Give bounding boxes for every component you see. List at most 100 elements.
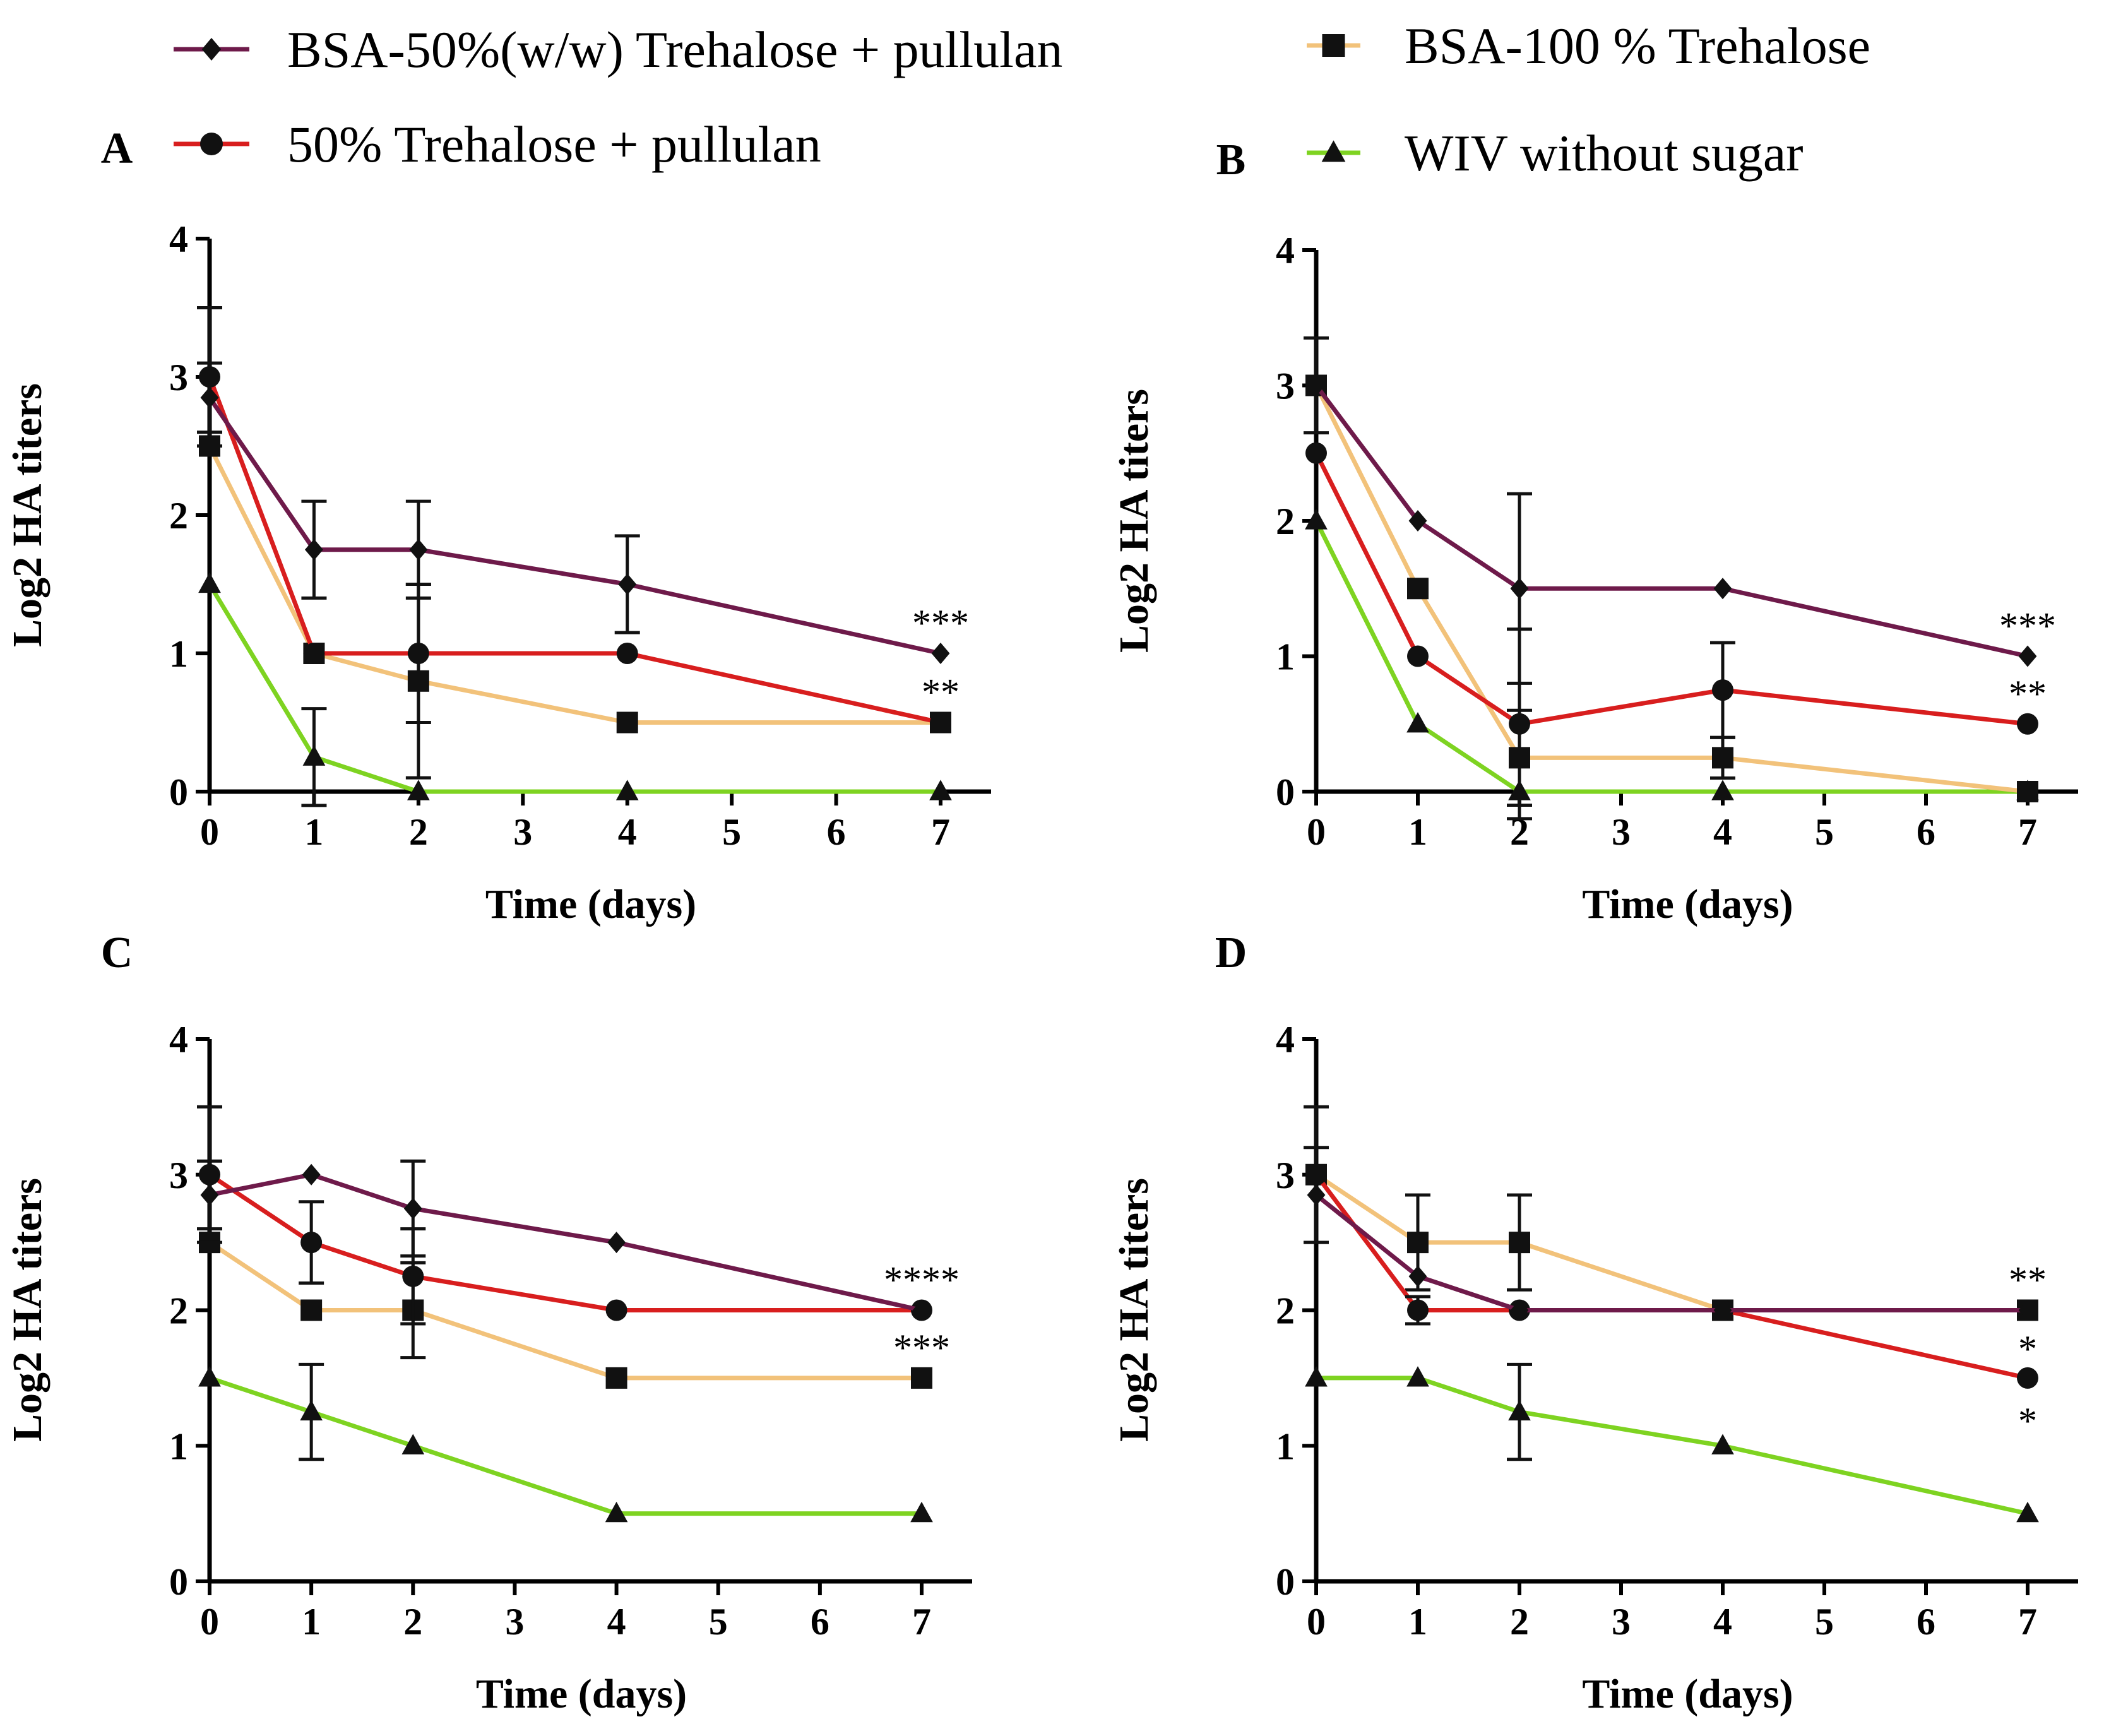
data-point [1711,1434,1734,1454]
y-tick-label: 3 [169,357,188,398]
x-tick-label: 5 [1815,811,1834,853]
data-point [1305,442,1327,464]
y-tick-label: 4 [169,218,188,260]
x-tick-label: 0 [1307,811,1326,853]
significance-label: *** [1999,605,2056,647]
y-tick-label: 4 [1276,1019,1295,1061]
x-tick-label: 5 [722,811,741,853]
data-point [607,1232,626,1254]
data-point [618,573,637,595]
x-tick-label: 2 [409,811,428,853]
series-wiv [198,572,952,807]
panel-label: B [1216,136,1246,184]
legend-item-wiv: WIV without sugar [1307,124,1804,182]
x-tick-label: 0 [200,1601,219,1643]
x-tick-label: 6 [827,811,846,853]
series-bsa_tp [197,1159,931,1321]
series-line [1316,1376,2028,1516]
x-tick-label: 3 [1612,1601,1631,1643]
series-line [208,1376,922,1516]
data-point [302,1163,321,1186]
series-line [207,444,941,725]
significance-label: * [2018,1328,2037,1370]
y-tick-label: 3 [1276,366,1295,407]
data-point [931,643,950,664]
series-tp [197,1105,932,1326]
legend-marker [1322,34,1345,57]
series-bsa_tp [1304,336,2037,685]
legend-marker [201,38,222,61]
significance-label: ** [2009,673,2047,715]
y-axis-title: Log2 HA titers [1111,389,1157,653]
panel-label: C [101,929,133,977]
x-tick-label: 1 [1408,1601,1427,1643]
data-point [1307,374,1326,396]
x-tick-label: 4 [607,1601,626,1643]
legend-item-tp: 50% Trehalose + pullulan [174,116,821,173]
data-point [1407,1232,1429,1254]
chart-panel-c: C 0 1 2 3 4 0 1 2 3 4 5 6 7 Time (days) Log2 HA titers *… [4,929,972,1717]
x-tick-label: 3 [513,811,532,853]
x-tick-label: 1 [302,1601,321,1643]
x-tick-label: 2 [1510,1601,1529,1643]
data-point [2018,645,2037,667]
data-point [409,538,428,561]
x-tick-label: 0 [200,811,219,853]
data-point [615,780,639,800]
data-point [616,643,638,664]
x-tick-label: 4 [618,811,637,853]
series-wiv [198,1362,933,1523]
data-point [402,1265,424,1287]
x-axis-title: Time (days) [1582,881,1793,927]
y-tick-label: 0 [1276,771,1295,813]
y-tick-label: 1 [169,633,188,675]
data-point [303,643,325,664]
legend-label: WIV without sugar [1405,124,1804,182]
y-axis-title: Log2 HA titers [4,383,51,647]
y-tick-label: 1 [169,1425,188,1467]
data-point [1406,712,1429,733]
data-point [198,572,221,593]
data-point [1713,578,1732,600]
data-point [300,1400,323,1421]
legend-label: 50% Trehalose + pullulan [287,116,821,173]
y-tick-label: 2 [169,495,188,537]
data-point [616,711,638,734]
legend-label: BSA-50%(w/w) Trehalose + pullulan [287,21,1062,78]
series-line [208,396,941,656]
y-tick-label: 0 [169,1561,188,1603]
data-point [929,780,952,800]
data-point [200,386,219,408]
legend-item-bsa_t: BSA-100 % Trehalose [1307,17,1870,74]
series-tp [1305,442,2038,821]
data-point [912,1299,931,1321]
data-point [1711,780,1734,800]
legend: BSA-50%(w/w) Trehalose + pullulan BSA-100… [174,17,1870,182]
data-point [605,1367,627,1389]
x-tick-label: 7 [912,1601,931,1643]
x-tick-label: 7 [931,811,950,853]
y-axis-title: Log2 HA titers [1111,1178,1157,1442]
data-point [403,1198,422,1220]
data-point [1406,1366,1429,1387]
x-tick-label: 1 [304,811,323,853]
data-point [1408,510,1427,532]
data-point [911,1367,932,1389]
data-point [910,1501,933,1523]
data-point [407,780,430,800]
y-tick-label: 4 [169,1019,188,1061]
x-tick-label: 7 [2018,811,2037,853]
y-tick-label: 3 [169,1155,188,1196]
data-point [1713,1299,1732,1321]
data-point [1712,747,1733,769]
data-point [401,1434,425,1454]
significance-label: *** [912,602,969,644]
data-point [304,538,323,561]
panel-label: A [101,124,133,173]
legend-label: BSA-100 % Trehalose [1405,17,1870,74]
x-tick-label: 5 [709,1601,728,1643]
data-point [2018,1299,2037,1321]
data-point [200,1184,219,1206]
x-tick-label: 3 [505,1601,524,1643]
